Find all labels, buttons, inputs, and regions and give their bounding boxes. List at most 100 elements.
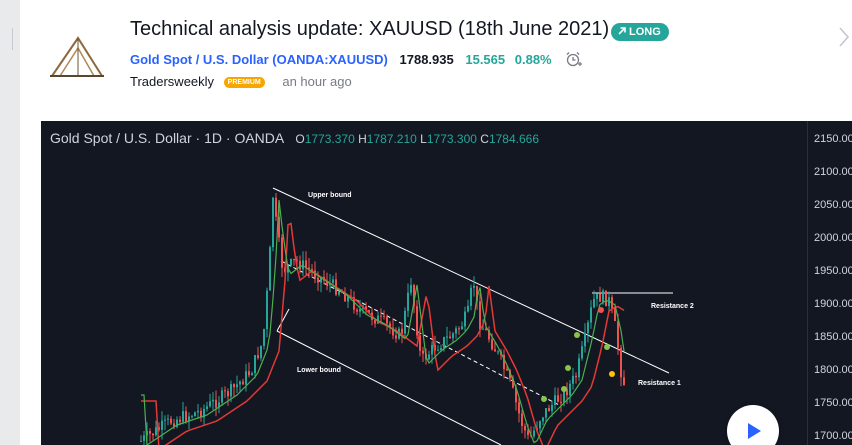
candle-body <box>512 378 514 388</box>
candle-body <box>188 416 190 422</box>
candle-body <box>587 322 589 334</box>
candle-body <box>263 329 265 346</box>
candle-body <box>488 330 490 340</box>
candle-body <box>245 371 247 385</box>
candle-body <box>206 406 208 409</box>
candle-body <box>503 354 505 369</box>
candle-body <box>170 418 172 424</box>
low-label: L <box>420 132 427 146</box>
candle-body <box>494 349 496 352</box>
candle-body <box>554 395 556 405</box>
candle-body <box>440 348 442 350</box>
candle-body <box>308 267 310 270</box>
candle-body <box>179 419 181 422</box>
candle-body <box>236 384 238 388</box>
candle-body <box>332 279 334 283</box>
alarm-clock-plus-icon[interactable] <box>565 51 583 67</box>
symbol-name-link[interactable]: Gold Spot / U.S. Dollar <box>130 52 269 67</box>
signal-dot <box>609 371 615 377</box>
candle-body <box>272 197 274 248</box>
candle-body <box>566 389 568 396</box>
candle-body <box>617 321 619 348</box>
candle-body <box>242 381 244 385</box>
signal-dot <box>561 386 567 392</box>
candle-body <box>422 350 424 354</box>
signal-dot <box>604 344 610 350</box>
candle-body <box>452 333 454 339</box>
idea-title[interactable]: Technical analysis update: XAUUSD (18th … <box>130 18 610 40</box>
price-axis-label: 1700.000 <box>814 430 852 442</box>
price-axis-label: 1950.000 <box>814 265 852 277</box>
candle-body <box>359 308 361 312</box>
candle-body <box>431 344 433 355</box>
candle-body <box>572 375 574 384</box>
candle-body <box>380 315 382 317</box>
candle-body <box>485 328 487 331</box>
candle-body <box>167 418 169 420</box>
candle-body <box>326 280 328 286</box>
candle-body <box>257 355 259 359</box>
chart-snapshot[interactable]: Upper bound Lower bound Resistance 2 Res… <box>41 121 852 445</box>
candle-body <box>569 383 571 396</box>
chart-header: Gold Spot / U.S. Dollar · 1D · OANDA O17… <box>50 130 539 146</box>
long-badge-label: LONG <box>629 26 661 38</box>
candle-body <box>158 427 160 430</box>
candle-body <box>365 306 367 311</box>
candle-body <box>416 306 418 336</box>
candle-body <box>593 298 595 308</box>
candle-body <box>386 316 388 324</box>
candle-body <box>260 345 262 359</box>
candle-body <box>419 335 421 351</box>
candle-body <box>227 391 229 397</box>
candle-body <box>410 285 412 293</box>
signal-dot <box>541 396 547 402</box>
candle-body <box>194 412 196 417</box>
left-gutter <box>0 0 20 445</box>
symbol-ticker-link[interactable]: (OANDA:XAUUSD) <box>272 52 388 67</box>
arrow-up-right-icon <box>618 27 626 35</box>
candle-body <box>482 328 484 330</box>
candle-body <box>356 309 358 312</box>
candle-body <box>506 368 508 371</box>
candle-body <box>509 370 511 379</box>
candle-body <box>458 328 460 330</box>
close-label: C <box>480 132 489 146</box>
candle-body <box>383 315 385 317</box>
candle-body <box>200 410 202 418</box>
candle-body <box>620 347 622 378</box>
fast-moving-average <box>141 199 625 445</box>
candle-body <box>602 290 604 302</box>
price-axis-label: 2150.000 <box>814 133 852 145</box>
candle-body <box>590 307 592 323</box>
candle-body <box>515 387 517 403</box>
author-name[interactable]: Tradersweekly <box>130 74 215 89</box>
candle-body <box>479 301 481 330</box>
candle-body <box>434 344 436 351</box>
candle-body <box>164 419 166 421</box>
chevron-right-icon[interactable] <box>838 26 850 48</box>
candle-body <box>599 293 601 302</box>
candle-body <box>269 247 271 291</box>
price-chart: Upper bound Lower bound Resistance 2 Res… <box>140 187 694 445</box>
candle-body <box>491 339 493 350</box>
candle-body <box>176 419 178 427</box>
trend-dash-line <box>280 260 562 407</box>
candle-body <box>296 259 298 261</box>
candle-body <box>539 421 541 429</box>
candle-body <box>374 319 376 324</box>
signal-dot <box>598 307 604 313</box>
author-row: Tradersweekly PREMIUM an hour ago <box>130 74 352 89</box>
candle-body <box>560 401 562 403</box>
candle-body <box>497 351 499 353</box>
candle-body <box>578 358 580 378</box>
candle-body <box>152 433 154 436</box>
candle-body <box>584 333 586 347</box>
post-time: an hour ago <box>282 74 352 89</box>
candle-body <box>221 390 223 403</box>
candle-body <box>623 377 625 386</box>
candle-body <box>197 410 199 413</box>
candle-body <box>290 259 292 266</box>
candle-body <box>596 293 598 299</box>
slow-moving-average <box>141 222 625 445</box>
play-button[interactable] <box>727 405 779 445</box>
